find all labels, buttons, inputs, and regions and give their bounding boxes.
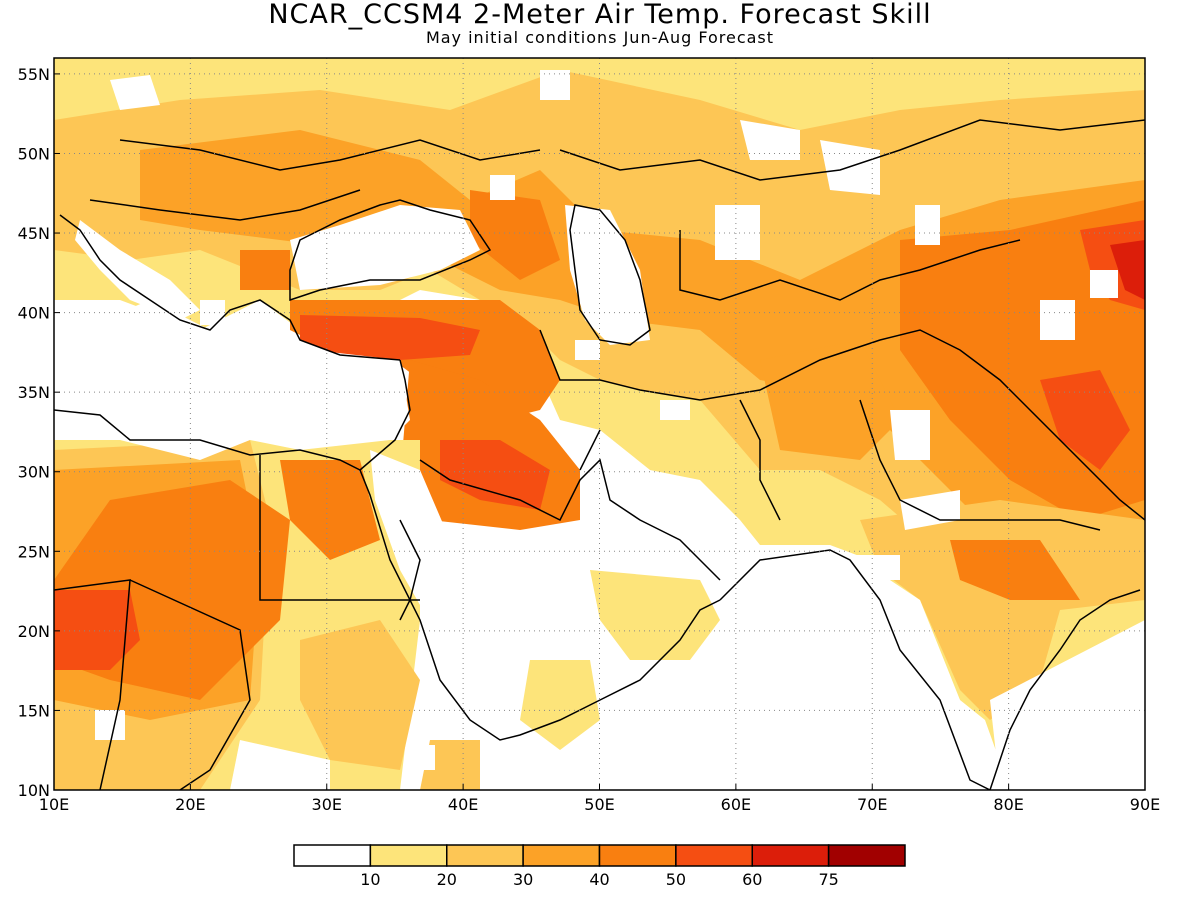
colorbar-swatch xyxy=(827,844,906,867)
coastlines xyxy=(54,119,1145,790)
colorbar-label: 50 xyxy=(666,870,686,889)
latitude-ticks: 10N 15N 20N 25N 30N 35N 40N 45N 50N 55N xyxy=(18,65,60,800)
map-title: NCAR_CCSM4 2-Meter Air Temp. Forecast Sk… xyxy=(268,0,932,30)
colorbar-swatch xyxy=(522,844,601,867)
colorbar-label: 40 xyxy=(589,870,609,889)
lon-tick-label: 20E xyxy=(175,795,205,814)
map-subtitle: May initial conditions Jun-Aug Forecast xyxy=(425,28,775,47)
lon-tick-label: 60E xyxy=(721,795,751,814)
lat-tick-label: 30N xyxy=(18,463,50,482)
colorbar-label: 20 xyxy=(437,870,457,889)
lat-tick-label: 35N xyxy=(18,383,50,402)
colorbar-swatch xyxy=(598,844,677,867)
longitude-ticks: 10E 20E 30E 40E 50E 60E 70E 80E 90E xyxy=(39,784,1160,814)
skill-shading xyxy=(54,58,1145,790)
lon-tick-label: 30E xyxy=(312,795,342,814)
lat-tick-label: 15N xyxy=(18,701,50,720)
lon-tick-label: 80E xyxy=(993,795,1023,814)
colorbar-swatch xyxy=(446,844,524,867)
lon-tick-label: 50E xyxy=(584,795,614,814)
lon-tick-label: 10E xyxy=(39,795,69,814)
lon-tick-label: 40E xyxy=(448,795,478,814)
lat-tick-label: 20N xyxy=(18,622,50,641)
colorbar-label: 75 xyxy=(818,870,838,889)
colorbar-swatch xyxy=(369,844,448,867)
lat-tick-label: 10N xyxy=(18,781,50,800)
lon-tick-label: 70E xyxy=(857,795,887,814)
lat-tick-label: 45N xyxy=(18,224,50,243)
colorbar-swatch xyxy=(675,844,753,867)
colorbar-swatch xyxy=(293,844,372,867)
colorbar-label: 10 xyxy=(360,870,380,889)
colorbar-label: 30 xyxy=(513,870,533,889)
lat-tick-label: 25N xyxy=(18,542,50,561)
lat-tick-label: 40N xyxy=(18,304,50,323)
colorbar-label: 60 xyxy=(742,870,762,889)
colorbar: 10 20 30 40 50 60 75 xyxy=(293,844,906,889)
lon-tick-label: 90E xyxy=(1130,795,1160,814)
grid-lines xyxy=(54,58,1145,790)
lat-tick-label: 50N xyxy=(18,144,50,163)
colorbar-swatch xyxy=(751,844,830,867)
lat-tick-label: 55N xyxy=(18,65,50,84)
